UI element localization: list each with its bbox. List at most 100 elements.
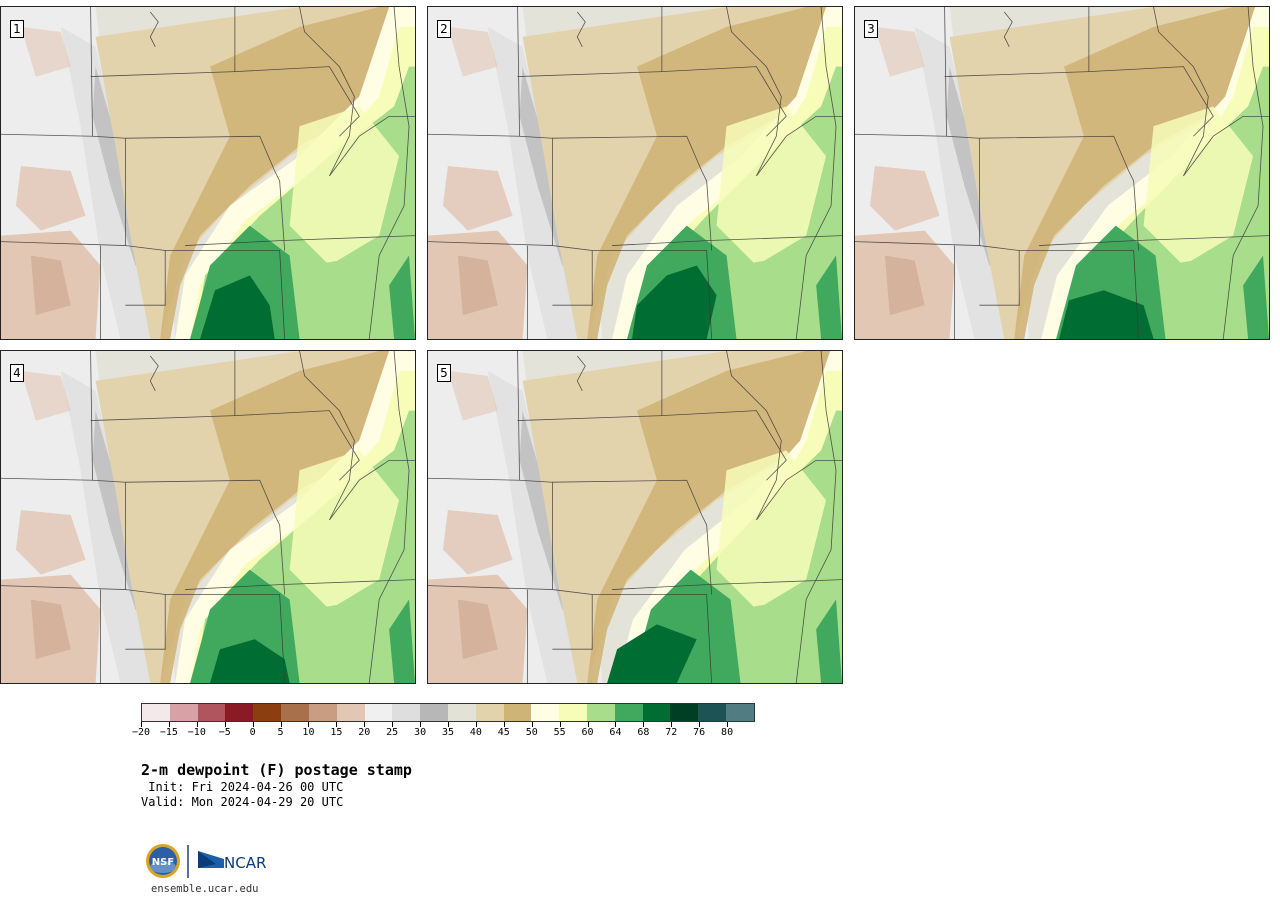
colorbar-swatch bbox=[253, 704, 282, 721]
stamp-label-1: 1 bbox=[10, 20, 24, 38]
colorbar-tick-label: 15 bbox=[330, 727, 343, 738]
dewpoint-map-1 bbox=[1, 7, 415, 339]
colorbar-swatch bbox=[142, 704, 170, 721]
dewpoint-map-3 bbox=[855, 7, 1269, 339]
colorbar-swatch bbox=[392, 704, 421, 721]
map-layers bbox=[428, 351, 842, 683]
colorbar-tick bbox=[671, 722, 673, 727]
colorbar-tick bbox=[420, 722, 422, 727]
init-time: Init: Fri 2024-04-26 00 UTC bbox=[141, 780, 344, 794]
colorbar-tick bbox=[559, 722, 561, 727]
dewpoint-map-4 bbox=[1, 351, 415, 683]
colorbar-tick-label: 25 bbox=[386, 727, 399, 738]
colorbar-tick bbox=[643, 722, 645, 727]
nsf-logo-text: NSF bbox=[152, 857, 174, 868]
colorbar-tick bbox=[699, 722, 701, 727]
colorbar-tick bbox=[141, 722, 142, 727]
colorbar-tick bbox=[503, 722, 505, 727]
colorbar-tick bbox=[224, 722, 226, 727]
colorbar-tick bbox=[336, 722, 338, 727]
colorbar-tick bbox=[727, 722, 729, 727]
colorbar-swatch bbox=[197, 704, 226, 721]
colorbar-swatch bbox=[169, 704, 198, 721]
state-boundaries bbox=[428, 351, 842, 683]
postage-stamp-5: 5 bbox=[427, 350, 843, 684]
stamp-label-3: 3 bbox=[864, 20, 878, 38]
nsf-logo-icon: NSF bbox=[146, 844, 180, 878]
colorbar-tick bbox=[252, 722, 254, 727]
colorbar-tick bbox=[308, 722, 310, 727]
colorbar-tick-label: 72 bbox=[665, 727, 678, 738]
colorbar-tick bbox=[587, 722, 589, 727]
state-boundaries bbox=[428, 7, 842, 339]
colorbar-tick bbox=[448, 722, 449, 727]
colorbar-swatch bbox=[364, 704, 393, 721]
colorbar-tick-label: 20 bbox=[358, 727, 371, 738]
colorbar-swatch bbox=[475, 704, 504, 721]
colorbar-ticks: −20 −15 −10 −5 0 5 10 15 20 25 30 35 40 45 50 55 60 64 68 7… bbox=[132, 722, 755, 742]
colorbar-swatch bbox=[670, 704, 699, 721]
colorbar-tick bbox=[196, 722, 198, 727]
map-layers bbox=[428, 7, 842, 339]
colorbar-swatch bbox=[503, 704, 532, 721]
map-layers bbox=[855, 7, 1269, 339]
colorbar-swatch bbox=[281, 704, 309, 721]
colorbar-swatch bbox=[308, 704, 337, 721]
colorbar-swatch bbox=[420, 704, 448, 721]
sponsor-logos: NSF NCAR bbox=[146, 844, 266, 878]
stamp-label-2: 2 bbox=[437, 20, 451, 38]
colorbar-swatch bbox=[559, 704, 587, 721]
state-boundaries bbox=[1, 7, 415, 339]
colorbar-tick-label: 50 bbox=[525, 727, 538, 738]
stamp-label-4: 4 bbox=[10, 364, 24, 382]
colorbar-swatch bbox=[642, 704, 671, 721]
postage-stamp-4: 4 bbox=[0, 350, 416, 684]
colorbar-tick-label: 0 bbox=[249, 727, 256, 738]
ncar-logo-icon: NCAR bbox=[198, 851, 266, 872]
colorbar-tick bbox=[280, 722, 282, 727]
colorbar-tick bbox=[392, 722, 394, 727]
colorbar-tick-label: 35 bbox=[441, 727, 455, 738]
postage-stamp-1: 1 bbox=[0, 6, 416, 340]
state-boundaries bbox=[855, 7, 1269, 339]
colorbar-tick-label: 64 bbox=[609, 727, 622, 738]
valid-time: Valid: Mon 2024-04-29 20 UTC bbox=[141, 795, 344, 809]
stamp-label-5: 5 bbox=[437, 364, 451, 382]
dewpoint-map-5 bbox=[428, 351, 842, 683]
site-url: ensemble.ucar.edu bbox=[151, 883, 259, 895]
colorbar-swatch bbox=[531, 704, 560, 721]
dewpoint-colorbar bbox=[141, 703, 755, 722]
colorbar-swatch bbox=[447, 704, 476, 721]
colorbar-tick-label: 60 bbox=[581, 727, 594, 738]
colorbar-tick-label: 10 bbox=[302, 727, 315, 738]
map-layers bbox=[1, 7, 415, 339]
colorbar-tick-label: 5 bbox=[277, 727, 284, 738]
ncar-logo-text: NCAR bbox=[224, 854, 266, 872]
colorbar-swatch bbox=[698, 704, 727, 721]
postage-stamp-2: 2 bbox=[427, 6, 843, 340]
colorbar-tick-label: −5 bbox=[218, 727, 231, 738]
postage-stamp-3: 3 bbox=[854, 6, 1270, 340]
colorbar-tick bbox=[475, 722, 477, 727]
map-layers bbox=[1, 351, 415, 683]
colorbar-tick-label: 55 bbox=[553, 727, 566, 738]
colorbar-swatch bbox=[336, 704, 365, 721]
colorbar-tick-label: −10 bbox=[187, 727, 206, 738]
dewpoint-map-2 bbox=[428, 7, 842, 339]
colorbar-tick-label: 30 bbox=[414, 727, 427, 738]
colorbar-tick-label: −20 bbox=[131, 727, 151, 738]
state-boundaries bbox=[1, 351, 415, 683]
colorbar-tick bbox=[615, 722, 617, 727]
colorbar-tick-label: 40 bbox=[469, 727, 482, 738]
colorbar-tick-label: 68 bbox=[637, 727, 650, 738]
colorbar-tick bbox=[364, 722, 366, 727]
colorbar-tick-label: 80 bbox=[721, 727, 734, 738]
colorbar-tick bbox=[168, 722, 170, 727]
colorbar-swatch bbox=[726, 704, 754, 721]
colorbar-tick-label: 45 bbox=[497, 727, 510, 738]
figure-title: 2-m dewpoint (F) postage stamp bbox=[141, 761, 412, 779]
colorbar-tick-label: −15 bbox=[159, 727, 178, 738]
colorbar-tick-label: 76 bbox=[693, 727, 706, 738]
colorbar-tick bbox=[531, 722, 533, 727]
colorbar-swatch bbox=[614, 704, 643, 721]
